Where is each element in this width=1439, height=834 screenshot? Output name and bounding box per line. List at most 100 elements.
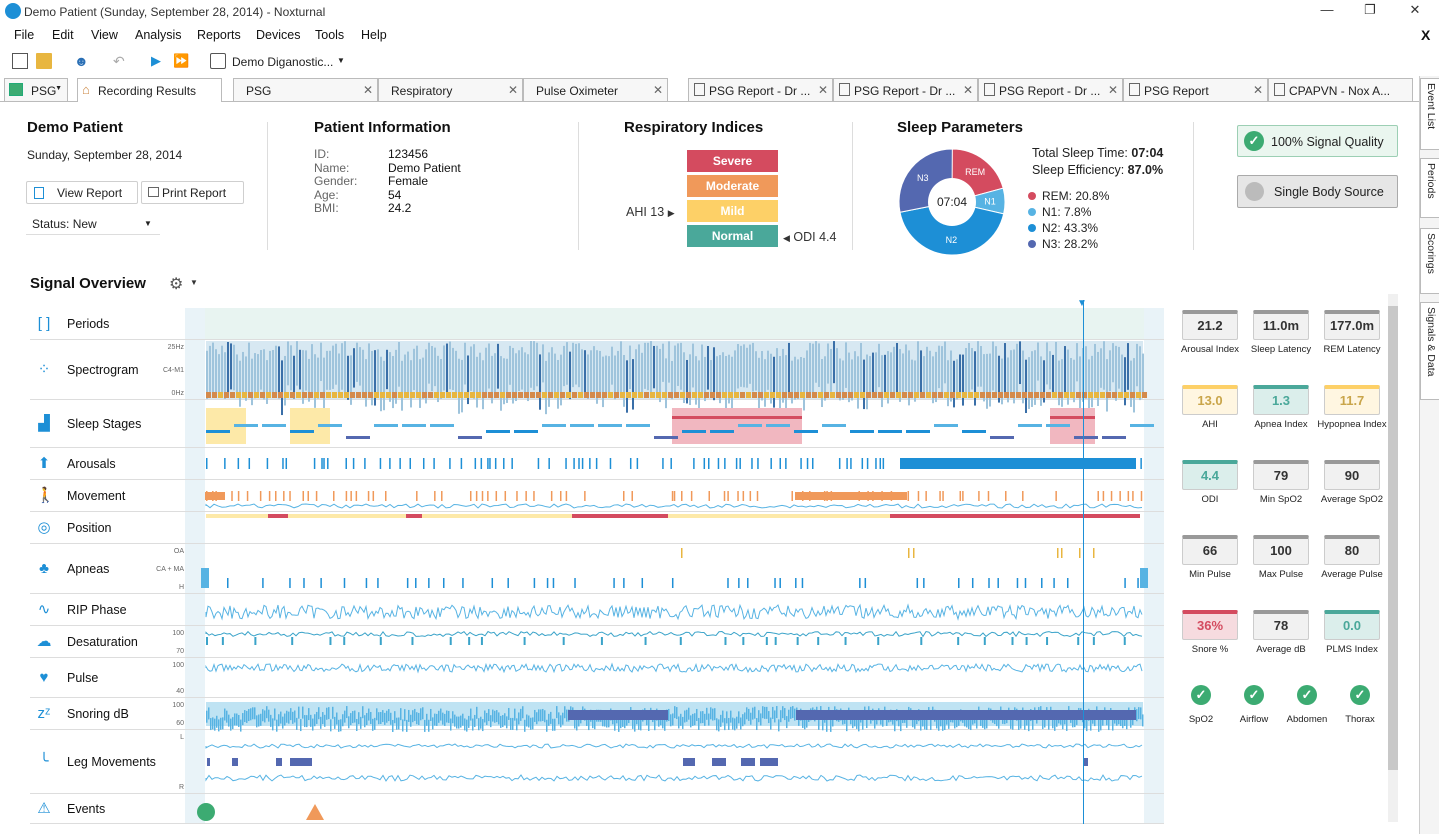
spectrogram-band — [659, 348, 661, 403]
tab-psg[interactable]: PSG ✕ — [233, 78, 378, 101]
tab-psg-dropdown[interactable]: PSG ▼ — [4, 78, 68, 101]
metric-value[interactable]: 1.3 — [1253, 385, 1309, 415]
scrollbar-thumb[interactable] — [1388, 306, 1398, 770]
signal-label[interactable]: Arousals — [67, 457, 116, 471]
metric-value[interactable]: 100 — [1253, 535, 1309, 565]
metric-value[interactable]: 79 — [1253, 460, 1309, 490]
leg-icon: ╰ — [39, 753, 49, 770]
metric-value[interactable]: 11.0m — [1253, 310, 1309, 340]
tab-recording-results[interactable]: ⌂ Recording Results — [77, 78, 222, 102]
tab-pulse-oximeter[interactable]: Pulse Oximeter ✕ — [523, 78, 668, 101]
menu-reports[interactable]: Reports — [197, 28, 241, 42]
protocol-dropdown[interactable]: Demo Diganostic... — [232, 55, 334, 69]
snore-spike — [778, 719, 780, 732]
maximize-button[interactable]: ❐ — [1364, 2, 1376, 17]
close-tab-icon[interactable]: ✕ — [507, 83, 518, 97]
gear-icon[interactable]: ⚙ — [169, 276, 184, 293]
close-tab-icon[interactable]: ✕ — [652, 83, 663, 97]
signal-label[interactable]: Snoring dB — [67, 707, 129, 721]
spectrogram-band — [992, 341, 994, 391]
tab-psg-report-2[interactable]: PSG Report - Dr ... ✕ — [833, 78, 978, 101]
metric-value[interactable]: 21.2 — [1182, 310, 1238, 340]
close-tab-icon[interactable]: ✕ — [1107, 83, 1118, 97]
metric-value[interactable]: 80 — [1324, 535, 1380, 565]
metric-value[interactable]: 4.4 — [1182, 460, 1238, 490]
spectrogram-band — [1034, 350, 1036, 405]
view-report-button[interactable]: View Report — [26, 181, 138, 204]
spectrogram-band — [509, 345, 511, 385]
menu-view[interactable]: View — [91, 28, 118, 42]
snore-spike — [258, 714, 260, 727]
snore-spike — [1112, 718, 1114, 731]
status-dropdown[interactable]: Status: New ▼ — [26, 213, 160, 235]
menu-analysis[interactable]: Analysis — [135, 28, 182, 42]
spectrogram-low — [290, 392, 295, 398]
side-tab-event-list[interactable]: Event List — [1420, 78, 1439, 150]
signal-label[interactable]: Position — [67, 521, 112, 535]
signal-label[interactable]: Desaturation — [67, 635, 138, 649]
close-tab-icon[interactable]: ✕ — [1252, 83, 1263, 97]
snore-block — [568, 710, 668, 720]
metric-value[interactable]: 0.0 — [1324, 610, 1380, 640]
signal-label[interactable]: Movement — [67, 489, 126, 503]
signal-label[interactable]: Leg Movements — [67, 755, 156, 769]
menu-file[interactable]: File — [14, 28, 35, 42]
tab-cpapvn[interactable]: CPAPVN - Nox A... — [1268, 78, 1413, 101]
patient-icon[interactable]: ☻ — [74, 53, 89, 69]
fast-forward-icon[interactable]: ⏩ — [173, 53, 190, 68]
chevron-down-icon[interactable]: ▼ — [190, 278, 198, 287]
signal-label[interactable]: Pulse — [67, 671, 99, 685]
signal-label[interactable]: Periods — [67, 317, 110, 331]
metric-value[interactable]: 177.0m — [1324, 310, 1380, 340]
play-icon[interactable]: ▶ — [151, 53, 161, 68]
open-folder-icon[interactable] — [36, 53, 52, 69]
side-tab-periods[interactable]: Periods — [1420, 158, 1439, 218]
close-tab-icon[interactable]: ✕ — [817, 83, 828, 97]
cursor-handle-icon[interactable]: ▼ — [1077, 298, 1087, 309]
signal-label[interactable]: Spectrogram — [67, 363, 139, 377]
signal-label[interactable]: RIP Phase — [67, 603, 127, 617]
metric-value[interactable]: 90 — [1324, 460, 1380, 490]
side-tab-signals-data[interactable]: Signals & Data — [1420, 302, 1439, 400]
new-file-icon[interactable] — [12, 53, 28, 69]
close-document-button[interactable]: X — [1421, 27, 1431, 43]
menu-devices[interactable]: Devices — [256, 28, 301, 42]
metric-value[interactable]: 13.0 — [1182, 385, 1238, 415]
spectrogram-low — [338, 392, 343, 398]
snore-spike — [538, 709, 540, 722]
spectrogram-band — [359, 347, 361, 386]
metric-value[interactable]: 66 — [1182, 535, 1238, 565]
signal-label[interactable]: Sleep Stages — [67, 417, 142, 431]
tab-psg-report-4[interactable]: PSG Report ✕ — [1123, 78, 1268, 101]
menu-edit[interactable]: Edit — [52, 28, 74, 42]
time-cursor[interactable] — [1083, 300, 1084, 824]
undo-icon[interactable]: ↶ — [113, 53, 125, 69]
metric-value[interactable]: 36% — [1182, 610, 1238, 640]
side-tab-scorings[interactable]: Scorings — [1420, 228, 1439, 294]
metric-value[interactable]: 78 — [1253, 610, 1309, 640]
signal-quality-button[interactable]: ✓ 100% Signal Quality — [1237, 125, 1398, 157]
chevron-down-icon[interactable]: ▼ — [337, 56, 345, 65]
tab-respiratory[interactable]: Respiratory ✕ — [378, 78, 523, 101]
snore-spike — [654, 718, 656, 731]
spectrogram-band — [344, 341, 346, 393]
print-report-button[interactable]: Print Report — [141, 181, 244, 204]
close-window-button[interactable]: ✕ — [1409, 2, 1421, 17]
signal-label[interactable]: Apneas — [67, 562, 110, 576]
sleep-efficiency: Sleep Efficiency: 87.0% — [1032, 163, 1164, 177]
menu-help[interactable]: Help — [361, 28, 387, 42]
minimize-button[interactable]: — — [1320, 2, 1334, 17]
spectrogram-band — [1046, 342, 1048, 385]
tab-psg-report-3[interactable]: PSG Report - Dr ... ✕ — [978, 78, 1123, 101]
arousal-mark — [474, 458, 477, 469]
snore-spike — [398, 717, 400, 730]
single-body-source-button[interactable]: Single Body Source — [1237, 175, 1398, 208]
close-tab-icon[interactable]: ✕ — [962, 83, 973, 97]
tab-psg-report-1[interactable]: PSG Report - Dr ... ✕ — [688, 78, 833, 101]
metric-value[interactable]: 11.7 — [1324, 385, 1380, 415]
signal-label[interactable]: Events — [67, 802, 106, 816]
menu-tools[interactable]: Tools — [315, 28, 345, 42]
arousal-mark — [770, 458, 772, 469]
close-tab-icon[interactable]: ✕ — [362, 83, 373, 97]
snore-spike — [792, 706, 794, 719]
